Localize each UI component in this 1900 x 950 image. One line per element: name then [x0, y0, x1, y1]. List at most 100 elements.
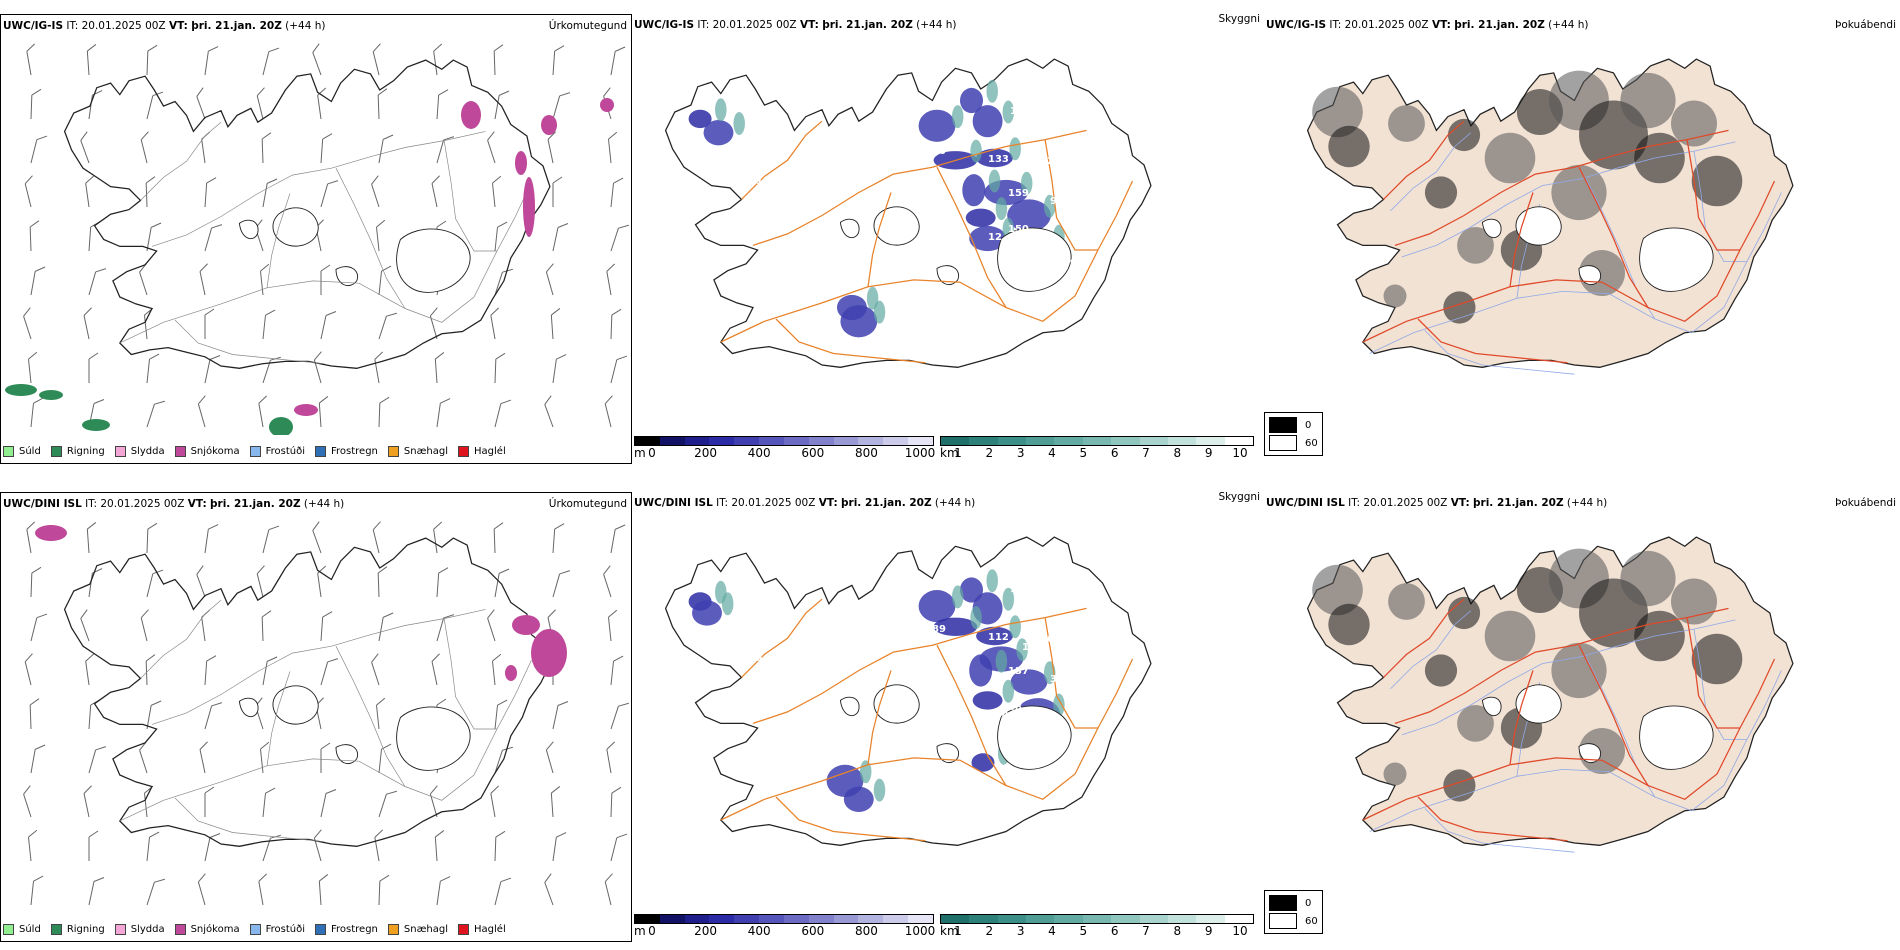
wind-barb: [494, 746, 513, 774]
fog-cell: [1484, 610, 1536, 662]
legend-swatch: [387, 924, 399, 935]
colorbar-tick: 400: [747, 446, 771, 460]
colorbar-swatches: [940, 436, 1254, 446]
wind-barb: [429, 307, 438, 340]
fog-legend: 0 60: [1264, 412, 1323, 456]
river-line: [1424, 330, 1575, 375]
legend-label: Frostúði: [265, 924, 305, 935]
precip-type-panel-1: UWC/IG-IS IT: 20.01.2025 00Z VT: þri. 21…: [0, 14, 632, 464]
fog-cell: [1447, 118, 1481, 152]
wind-barb: [146, 878, 165, 906]
wind-barb: [610, 786, 622, 818]
colorbar-cell: [1054, 437, 1083, 445]
colorbar-tick: 10: [1232, 924, 1248, 938]
colorbar-cell: [1167, 437, 1197, 445]
wind-barb: [431, 653, 440, 686]
fog-cell: [1634, 132, 1685, 184]
wind-barb: [29, 698, 40, 730]
cloud-base-label: 110: [1024, 630, 1045, 641]
fog-cell: [1620, 72, 1676, 129]
wind-barb: [431, 175, 440, 208]
wind-barb: [261, 132, 272, 164]
precip-cell: [505, 665, 517, 681]
fog-cell: [1691, 633, 1743, 685]
fog-cell: [1447, 596, 1481, 630]
lead-time: (+44 h): [934, 497, 976, 509]
glacier-outline: [873, 684, 920, 724]
road-line: [1417, 318, 1568, 364]
wind-barb: [139, 263, 148, 296]
wind-barb: [552, 223, 569, 252]
fog-cell: [1634, 610, 1685, 662]
visibility-colorbar: 1 2 3 4 5 6 7 8 9 10 km: [940, 436, 1254, 460]
colorbar-cell: [1139, 437, 1168, 445]
panel-title: Þokuábendi: [1835, 497, 1896, 509]
fog-cell: [1551, 642, 1607, 699]
colorbar-cell: [1026, 437, 1055, 445]
road-line: [1509, 670, 1534, 765]
precip-cell: [515, 151, 527, 175]
wind-barb: [610, 355, 628, 384]
precip-cell: [269, 417, 293, 435]
wind-barb: [145, 654, 156, 686]
precip-cell: [35, 525, 67, 541]
visibility-cell: [721, 592, 734, 616]
visibility-cell: [873, 778, 886, 802]
wind-barb: [204, 355, 221, 384]
fog-panel-1: UWC/IG-IS IT: 20.01.2025 00Z VT: þri. 21…: [1264, 14, 1900, 464]
road-line: [266, 193, 291, 288]
wind-barb: [607, 609, 618, 642]
cloud-base-label: 130: [1010, 106, 1031, 117]
cloud-base-label: 165: [1040, 634, 1061, 645]
wind-barb: [491, 653, 502, 686]
fog-legend-swatch: [1269, 435, 1297, 451]
wind-barb: [377, 88, 388, 120]
wind-barb: [433, 43, 443, 76]
colorbar-ticks: 0 200 400 600 800 1000: [634, 924, 935, 938]
legend-label: Haglél: [474, 924, 506, 935]
river-line: [1369, 670, 1782, 832]
river-line: [1424, 808, 1575, 853]
wind-barb: [550, 786, 561, 818]
colorbar-cell: [833, 437, 859, 445]
cloud-base-label: 10: [1010, 584, 1024, 595]
fog-legend-swatch: [1269, 417, 1297, 433]
it-label: IT:: [716, 497, 729, 509]
wind-barb: [258, 395, 267, 428]
model-name: UWC/DINI ISL: [3, 498, 82, 510]
wind-barb: [552, 570, 571, 598]
colorbar-cell: [941, 915, 970, 923]
wind-barb: [86, 44, 97, 76]
wind-barb: [434, 352, 445, 384]
colorbar-tick: 800: [854, 924, 878, 938]
vt-label: VT:: [818, 497, 838, 509]
legend-swatch: [50, 446, 62, 457]
cloud-base-cell: [918, 590, 956, 623]
glacier-outline: [335, 266, 359, 287]
wind-barb: [374, 351, 383, 384]
wind-barb: [491, 175, 502, 208]
wind-barb: [372, 43, 381, 76]
glacier-outline: [839, 696, 860, 717]
glacier-outline: [1481, 696, 1502, 717]
glacier-outline: [1639, 227, 1714, 292]
iceland-map: [664, 536, 1152, 846]
road-line: [140, 121, 222, 201]
legend-item: Slydda: [114, 446, 165, 457]
cloud-base-label: 112: [988, 632, 1009, 643]
wind-barb: [493, 522, 504, 554]
it-value: 20.01.2025 00Z: [1344, 19, 1429, 31]
vt-value: þri. 21.jan. 20Z: [210, 498, 301, 510]
wind-barb: [544, 395, 554, 428]
road-line: [720, 180, 1134, 343]
wind-barb: [26, 43, 35, 76]
glacier-outline: [873, 206, 920, 246]
fog-legend: 0 60: [1264, 890, 1323, 934]
iceland-map: [664, 58, 1152, 368]
wind-barb: [320, 133, 333, 164]
cloud-base-cell: [962, 174, 986, 207]
vt-value: þri. 21.jan. 20Z: [822, 19, 913, 31]
precip-map: [23, 521, 629, 906]
legend-item: Súld: [3, 446, 41, 457]
legend-item: Snæhagl: [387, 924, 448, 935]
